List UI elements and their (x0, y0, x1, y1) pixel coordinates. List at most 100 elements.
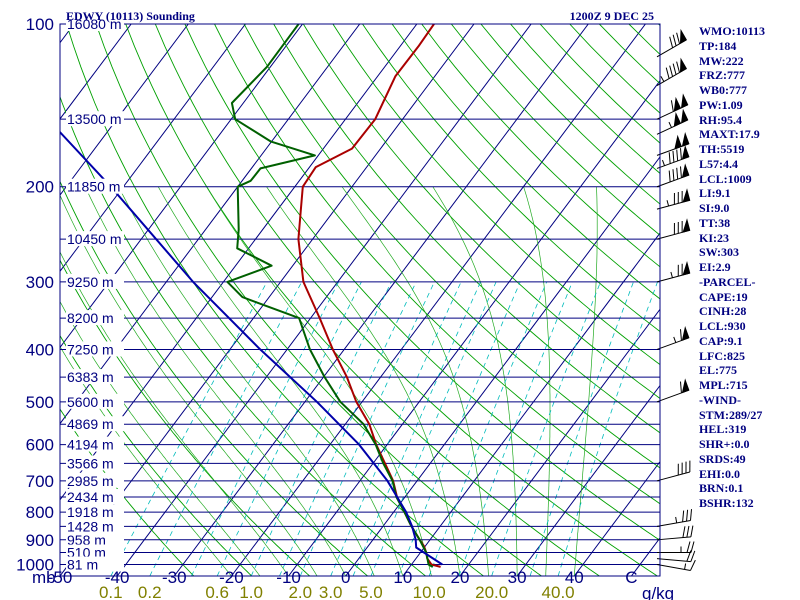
isotherm-line (0, 24, 17, 576)
dewpoint-trace (226, 24, 434, 568)
mixing-ratio-line (428, 281, 548, 576)
wind-barb-half-flag (675, 516, 678, 524)
index-entry: MAXT:17.9 (699, 127, 760, 142)
isotherm-line (60, 24, 246, 273)
index-entry: LCL:930 (699, 319, 746, 333)
wind-barb-staff (656, 471, 690, 482)
mixing-ratio-line (398, 281, 521, 576)
mixing-ratio-tick-label: 1.0 (239, 583, 263, 600)
index-entry: PW:1.09 (699, 97, 743, 112)
pressure-tick-label: 200 (26, 178, 54, 197)
mixing-ratio-line (149, 281, 303, 576)
parcel-trace (60, 130, 443, 566)
height-label-bg (66, 16, 124, 31)
index-entry: WMO:10113 (699, 24, 765, 38)
wind-barb-pennant (681, 145, 690, 160)
moist-adiabat-line (341, 186, 489, 576)
height-label-bg (66, 178, 124, 194)
wind-barb-flag (672, 34, 677, 46)
mixing-ratio-tick-label: 10.0 (413, 583, 446, 600)
temperature-tick-label: 0 (341, 568, 350, 587)
mixing-ratio-tick-label: 3.0 (319, 583, 343, 600)
isobar-grid (60, 23, 660, 566)
mixing-ratio-line (330, 281, 462, 576)
isotherm-line (231, 24, 646, 576)
wind-barb-flag (672, 63, 677, 75)
pressure-tick-label: 400 (26, 340, 54, 359)
wind-barb-flag (670, 100, 674, 112)
index-entry: SHR+:0.0 (699, 437, 750, 451)
wind-barb-half-flag (660, 76, 665, 82)
index-entry: HEL:319 (699, 422, 747, 437)
mixing-ratio-grid (110, 281, 658, 576)
moist-adiabat-line (573, 186, 598, 576)
wind-barb (656, 28, 687, 58)
height-level-label: 958 m (67, 532, 106, 548)
wind-barb-half-flag (661, 159, 665, 166)
mixing-ratio-tick-label: 0.1 (99, 583, 123, 600)
height-label-bg (66, 273, 124, 289)
height-label-bg (66, 518, 124, 534)
mixing-ratio-line (458, 281, 573, 576)
wind-barb-flag (676, 32, 681, 44)
wind-barb-flag (676, 167, 679, 180)
index-entry: BSHR:132 (699, 496, 754, 510)
pressure-tick-label: 800 (26, 503, 54, 522)
isotherm-line (459, 308, 660, 576)
wind-barb-pennant (679, 57, 687, 73)
wind-barb-pennant (682, 261, 691, 276)
dry-adiabat-line (391, 24, 660, 300)
wind-barb-pennant (674, 134, 682, 150)
wind-barb-pennant (681, 163, 690, 179)
moist-adiabat-line (84, 186, 347, 576)
temperature-tick-label: 40 (565, 568, 584, 587)
index-entry: L57:4.4 (699, 156, 738, 171)
dry-adiabat-line (60, 180, 368, 576)
dry-adiabat-line (421, 24, 660, 268)
height-label-bg (66, 455, 124, 471)
wind-barb-flag (679, 329, 682, 341)
moist-adiabat-line (206, 186, 432, 576)
height-level-label: 510 m (67, 545, 106, 561)
isotherm-line (573, 460, 660, 576)
wind-barb (656, 261, 691, 283)
wind-barb (656, 188, 691, 210)
wind-barb-pennant (679, 28, 687, 45)
sounding-title: EDWY (10113) Sounding (66, 9, 195, 23)
dry-adiabat-line (154, 24, 658, 576)
wind-barb (656, 460, 691, 482)
pressure-tick-label: 700 (26, 472, 54, 491)
mixing-ratio-tick-label: 20.0 (475, 583, 508, 600)
dry-adiabat-line (243, 24, 660, 469)
dry-adiabat-line (273, 24, 660, 434)
index-entry: EL:775 (699, 363, 738, 378)
plot-frame (59, 23, 661, 577)
wind-barb-flag (686, 509, 689, 522)
wind-barb (656, 93, 689, 120)
height-level-label: 81 m (67, 557, 98, 573)
dry-adiabat-line (60, 259, 310, 576)
wind-barb (656, 145, 690, 169)
index-entry: SRDS:49 (699, 451, 746, 466)
height-label-bg (66, 504, 124, 520)
wind-barb-flag (669, 36, 674, 48)
height-level-label: 13500 m (67, 111, 121, 127)
index-entry: FRZ:777 (699, 68, 745, 83)
wind-barb-pennant (681, 131, 690, 147)
sounding-traces (60, 24, 443, 568)
height-level-label: 9250 m (67, 274, 114, 290)
height-level-label: 2985 m (67, 473, 114, 489)
wind-barb-pennant (682, 218, 691, 233)
height-level-label: 5600 m (67, 394, 114, 410)
height-level-label: 4869 m (67, 416, 114, 432)
wind-barb-staff (656, 558, 691, 563)
index-entry: STM:289/27 (699, 407, 763, 422)
index-entry: MW:222 (699, 53, 744, 68)
pressure-tick-label: 1000 (16, 556, 54, 575)
height-level-label: 2434 m (67, 489, 114, 505)
mixing-ratio-line (216, 281, 362, 576)
moist-adiabat-line (118, 186, 375, 576)
temperature-tick-label: -20 (219, 568, 244, 587)
